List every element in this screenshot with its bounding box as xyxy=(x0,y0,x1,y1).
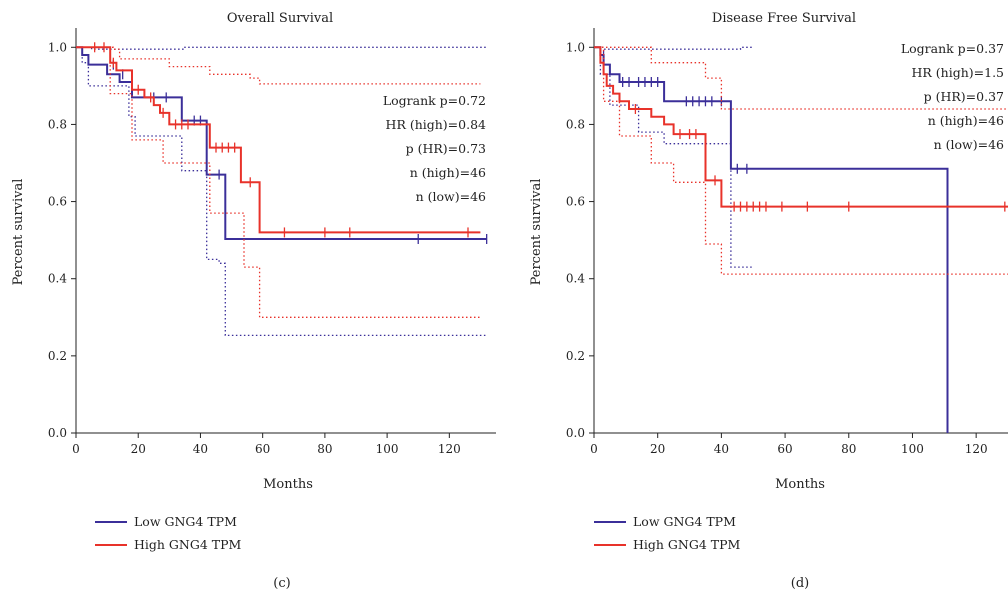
ci-lower-low xyxy=(594,46,754,268)
legend: Low GNG4 TPM High GNG4 TPM xyxy=(95,514,242,552)
x-tick-label: 60 xyxy=(255,442,270,456)
y-tick-label: 0.0 xyxy=(48,426,67,440)
x-tick-label: 120 xyxy=(965,442,988,456)
legend-label-low: Low GNG4 TPM xyxy=(134,514,237,529)
chart-title: Disease Free Survival xyxy=(712,11,856,26)
legend: Low GNG4 TPM High GNG4 TPM xyxy=(594,514,741,552)
plot-area: 0 20 40 60 80 100 120 0.0 0.2 0.4 0.6 0.8 1.0 Logrank… xyxy=(566,28,1008,456)
y-tick-label: 1.0 xyxy=(566,40,585,54)
ci-upper-low xyxy=(76,46,487,50)
ci-lower-high xyxy=(594,46,1008,275)
y-tick-label: 0.2 xyxy=(566,349,585,363)
legend-label-high: High GNG4 TPM xyxy=(134,537,242,552)
chart-title: Overall Survival xyxy=(227,11,333,26)
x-tick-label: 60 xyxy=(777,442,792,456)
ci-lower-low xyxy=(76,46,487,337)
ci-upper-high xyxy=(76,46,481,85)
x-tick-label: 40 xyxy=(714,442,729,456)
stat-annotation: p (HR)=0.73 xyxy=(406,141,486,156)
ci-upper-low xyxy=(594,46,754,50)
plot-area: 0 20 40 60 80 100 120 0.0 0.2 0.4 0.6 0.8 1.0 Logrank… xyxy=(48,28,496,456)
stat-annotation: n (high)=46 xyxy=(928,113,1004,128)
y-axis-label: Percent survival xyxy=(11,179,26,286)
panel-caption: (c) xyxy=(273,576,290,591)
stat-annotation: n (high)=46 xyxy=(410,165,486,180)
y-tick-label: 0.6 xyxy=(48,195,67,209)
y-tick-label: 0.4 xyxy=(566,272,585,286)
x-tick-label: 100 xyxy=(376,442,399,456)
legend-label-high: High GNG4 TPM xyxy=(633,537,741,552)
stat-annotation: p (HR)=0.37 xyxy=(924,89,1004,104)
legend-label-low: Low GNG4 TPM xyxy=(633,514,736,529)
stat-annotation: n (low)=46 xyxy=(416,189,486,204)
x-tick-label: 120 xyxy=(438,442,461,456)
panel-disease-free-survival: Disease Free Survival 0 20 40 60 80 100 120 0.0… xyxy=(529,11,1008,591)
stat-annotation: HR (high)=1.5 xyxy=(912,65,1005,80)
survival-curve-high xyxy=(594,46,1008,208)
y-tick-label: 0.4 xyxy=(48,272,67,286)
y-axis-label: Percent survival xyxy=(529,179,544,286)
x-tick-label: 80 xyxy=(317,442,332,456)
stat-annotation: HR (high)=0.84 xyxy=(386,117,486,132)
y-tick-label: 1.0 xyxy=(48,40,67,54)
x-tick-label: 0 xyxy=(590,442,598,456)
y-tick-label: 0.8 xyxy=(566,117,585,131)
x-tick-label: 100 xyxy=(901,442,924,456)
y-tick-label: 0.6 xyxy=(566,195,585,209)
panel-overall-survival: Overall Survival 0 20 40 60 80 100 120 0.0 0.2 0.… xyxy=(11,11,496,591)
y-tick-label: 0.8 xyxy=(48,117,67,131)
x-tick-label: 40 xyxy=(193,442,208,456)
stat-annotation: Logrank p=0.37 xyxy=(901,41,1004,56)
stat-annotation: n (low)=46 xyxy=(934,137,1004,152)
x-axis-label: Months xyxy=(263,477,313,492)
x-tick-label: 80 xyxy=(841,442,856,456)
stat-annotation: Logrank p=0.72 xyxy=(383,93,486,108)
panel-caption: (d) xyxy=(791,576,809,591)
x-tick-label: 20 xyxy=(650,442,665,456)
survival-curve-low xyxy=(594,46,949,433)
x-tick-label: 0 xyxy=(72,442,80,456)
survival-curve-high xyxy=(76,46,481,234)
x-axis-label: Months xyxy=(775,477,825,492)
x-tick-label: 20 xyxy=(131,442,146,456)
y-tick-label: 0.0 xyxy=(566,426,585,440)
ci-lower-high xyxy=(76,46,482,319)
y-tick-label: 0.2 xyxy=(48,349,67,363)
